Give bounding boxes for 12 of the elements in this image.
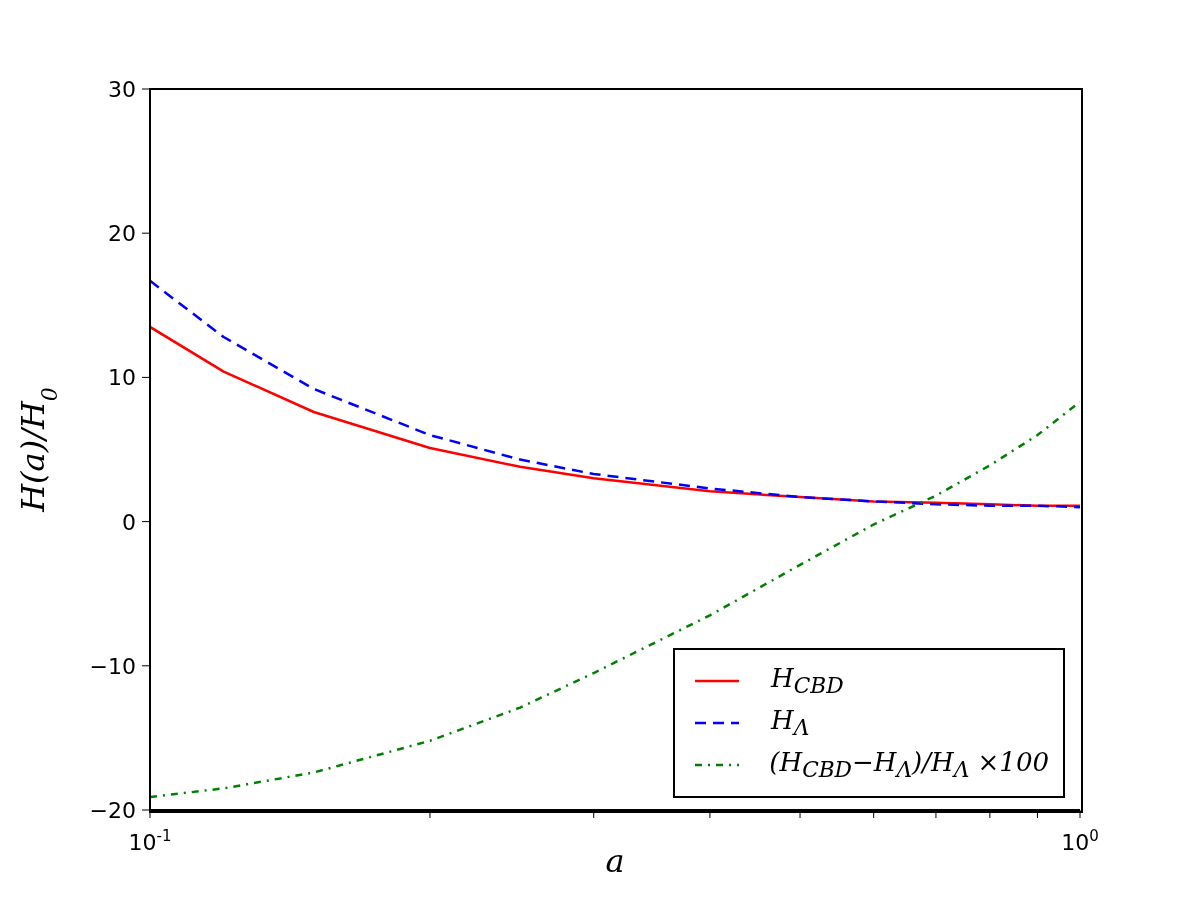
legend-label: H$_{Λ}$ <box>771 705 810 741</box>
y-tick-label: −20 <box>89 798 136 823</box>
x-axis-title: a <box>605 842 625 880</box>
x-tick-label: 10$^{-1}$ <box>128 827 172 855</box>
x-tick-label: 10$^{0}$ <box>1061 827 1099 855</box>
legend-label: H$_{CBD}$ <box>771 663 844 699</box>
y-tick-label: 0 <box>122 509 136 535</box>
y-tick-label: −10 <box>89 653 136 679</box>
y-tick-label: 30 <box>108 77 136 102</box>
y-tick-label: 20 <box>108 221 136 247</box>
y-tick-label: 10 <box>108 365 136 391</box>
legend-label: (H$_{CBD}$−H$_{Λ}$)/H$_{Λ}$ ×100 <box>769 747 1049 783</box>
